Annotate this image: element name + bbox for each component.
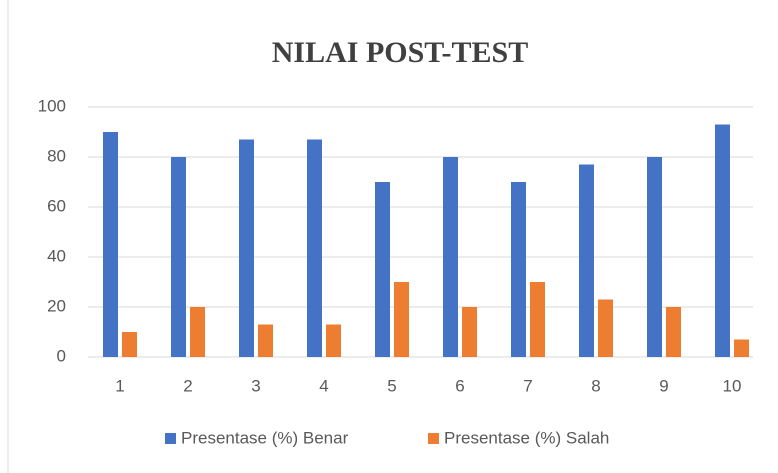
legend-label: Presentase (%) Salah <box>444 428 609 447</box>
y-tick-label: 80 <box>47 146 66 165</box>
bar <box>103 132 118 357</box>
bar <box>326 324 341 357</box>
legend-swatch <box>428 433 439 444</box>
bar <box>715 124 730 357</box>
legend-label: Presentase (%) Benar <box>181 428 349 447</box>
x-tick-label: 1 <box>115 376 124 395</box>
y-tick-label: 40 <box>47 246 66 265</box>
x-tick-label: 6 <box>455 376 464 395</box>
bar <box>666 307 681 357</box>
bar <box>462 307 477 357</box>
y-tick-label: 100 <box>38 96 66 115</box>
legend-swatch <box>165 433 176 444</box>
bar <box>375 182 390 357</box>
bar <box>394 282 409 357</box>
bar <box>258 324 273 357</box>
bar <box>171 157 186 357</box>
bar <box>647 157 662 357</box>
x-tick-label: 5 <box>387 376 396 395</box>
bar <box>579 164 594 357</box>
bar <box>443 157 458 357</box>
y-tick-label: 0 <box>57 346 66 365</box>
x-tick-label: 3 <box>251 376 260 395</box>
bar <box>734 339 749 357</box>
bar <box>530 282 545 357</box>
bar <box>598 299 613 357</box>
x-tick-label: 7 <box>523 376 532 395</box>
x-tick-label: 4 <box>319 376 328 395</box>
x-tick-label: 2 <box>183 376 192 395</box>
bar <box>511 182 526 357</box>
bar <box>190 307 205 357</box>
chart-title: NILAI POST-TEST <box>272 36 529 69</box>
x-tick-label: 9 <box>659 376 668 395</box>
y-tick-label: 20 <box>47 296 66 315</box>
x-tick-label: 8 <box>591 376 600 395</box>
x-tick-label: 10 <box>723 376 742 395</box>
bar <box>239 139 254 357</box>
bar <box>122 332 137 357</box>
bar <box>307 139 322 357</box>
y-tick-label: 60 <box>47 196 66 215</box>
